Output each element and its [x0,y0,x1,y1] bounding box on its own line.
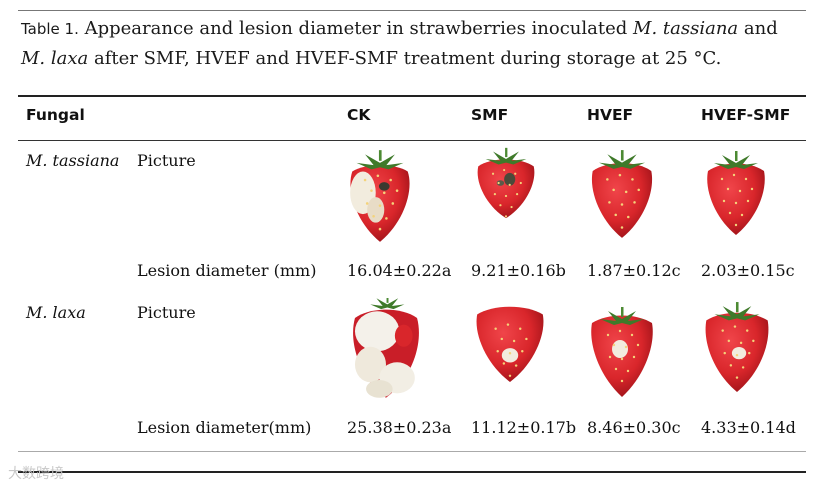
row-2-picture-label: Picture [137,303,196,322]
caption-text-3: after SMF, HVEF and HVEF-SMF treatment d… [88,48,722,69]
row-1-value-hvef-smf: 2.03±0.15c [701,261,795,280]
row-2-value-ck: 25.38±0.23a [347,418,452,437]
row-1-value-hvef: 1.87±0.12c [587,261,681,280]
strawberry-icon [591,150,653,238]
moldy-strawberry-icon [353,298,419,398]
col-header-fungal: Fungal [26,106,85,124]
strawberry-icon [476,306,544,382]
row-2-value-smf: 11.12±0.17b [471,418,577,437]
row-1-value-ck: 16.04±0.22a [347,261,452,280]
row-2-diameter-label: Lesion diameter(mm) [137,418,312,437]
row-2-fungal: M. laxa [26,303,86,322]
col-header-hvef-smf: HVEF-SMF [701,106,791,124]
strawberry-icon [707,151,765,235]
watermark-text: 大数跨境 [8,466,64,482]
strawberry-icon [591,307,653,397]
header-rule [18,140,806,141]
caption-text-2: and [738,18,778,39]
row-1-picture-label: Picture [137,151,196,170]
strawberry-icon [477,147,535,219]
table-caption: Table 1. Appearance and lesion diameter … [21,14,801,73]
table-inner-bottom-rule [18,451,806,452]
table-top-rule [18,95,806,97]
col-header-smf: SMF [471,106,509,124]
row-2-value-hvef: 8.46±0.30c [587,418,681,437]
row-1-value-smf: 9.21±0.16b [471,261,566,280]
table-bottom-rule [18,471,806,473]
row-2-value-hvef-smf: 4.33±0.14d [701,418,796,437]
caption-text-1: Appearance and lesion diameter in strawb… [84,18,634,39]
caption-species-1: M. tassiana [633,18,739,39]
top-border [18,10,806,11]
table-label: Table 1. [21,20,79,38]
row-1-diameter-label: Lesion diameter (mm) [137,261,317,280]
strawberry-icon [705,302,769,392]
strawberry-icon [350,150,410,242]
col-header-hvef: HVEF [587,106,634,124]
caption-species-2: M. laxa [21,48,89,69]
row-1-fungal: M. tassiana [26,151,120,170]
col-header-ck: CK [347,106,371,124]
